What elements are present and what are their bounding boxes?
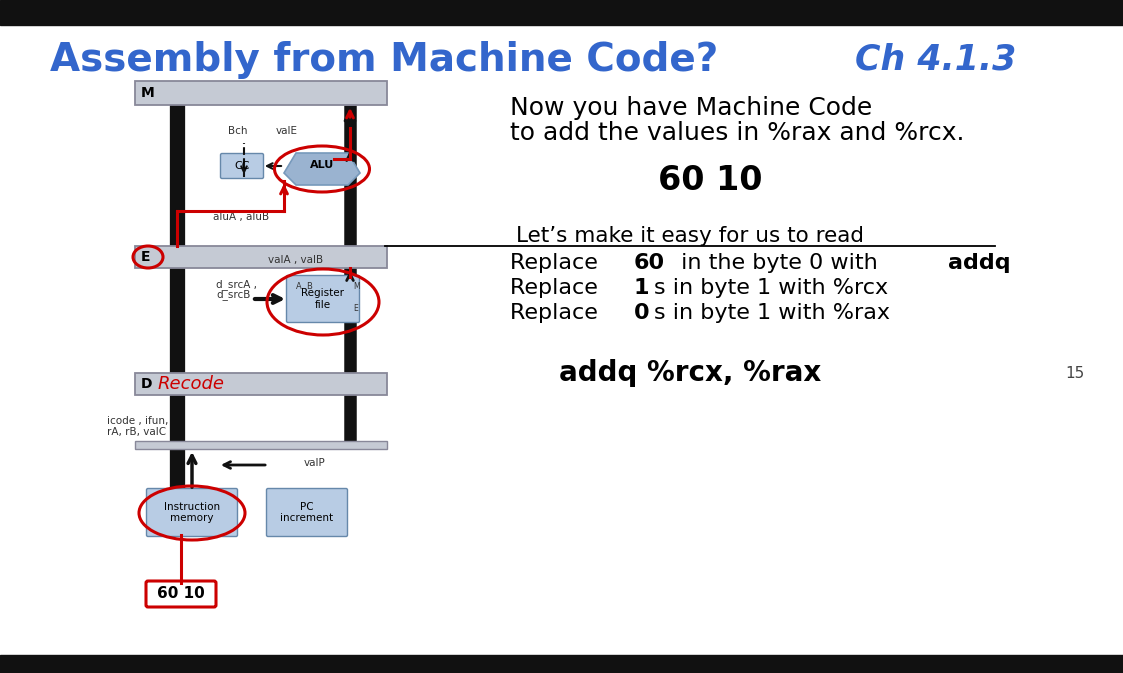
Text: Instruction
memory: Instruction memory bbox=[164, 501, 220, 524]
FancyBboxPatch shape bbox=[146, 489, 237, 536]
Text: E: E bbox=[353, 304, 358, 313]
Text: s in byte 1 with %rax: s in byte 1 with %rax bbox=[654, 303, 889, 323]
Text: d_srcA ,: d_srcA , bbox=[216, 279, 257, 291]
Text: A: A bbox=[296, 282, 302, 291]
Text: valE: valE bbox=[276, 126, 298, 136]
Bar bbox=[0, 0, 1123, 25]
Text: Replace: Replace bbox=[510, 278, 605, 298]
Bar bbox=[135, 81, 387, 105]
Text: Bch: Bch bbox=[228, 126, 247, 136]
Text: Replace: Replace bbox=[510, 253, 605, 273]
Bar bbox=[0, 655, 1123, 673]
Text: Register
file: Register file bbox=[301, 288, 345, 310]
Text: aluA , aluB: aluA , aluB bbox=[213, 212, 270, 222]
Text: D: D bbox=[141, 377, 153, 391]
Text: E: E bbox=[141, 250, 150, 264]
Text: Now you have Machine Code: Now you have Machine Code bbox=[510, 96, 873, 120]
Text: 0: 0 bbox=[633, 303, 649, 323]
Text: Recode: Recode bbox=[158, 375, 225, 393]
Text: s in byte 1 with %rcx: s in byte 1 with %rcx bbox=[654, 278, 887, 298]
Bar bbox=[135, 441, 387, 449]
Text: valA , valB: valA , valB bbox=[268, 255, 323, 265]
Text: M: M bbox=[141, 86, 155, 100]
Text: 15: 15 bbox=[1065, 365, 1084, 380]
Polygon shape bbox=[284, 153, 360, 185]
Text: CC: CC bbox=[235, 161, 249, 171]
FancyBboxPatch shape bbox=[146, 581, 216, 607]
Text: addq %rcx, %rax: addq %rcx, %rax bbox=[559, 359, 821, 387]
Text: valP: valP bbox=[304, 458, 326, 468]
Text: M: M bbox=[353, 282, 359, 291]
Text: B: B bbox=[305, 282, 312, 291]
Bar bbox=[135, 373, 387, 395]
FancyBboxPatch shape bbox=[220, 153, 264, 178]
Text: Replace: Replace bbox=[510, 303, 605, 323]
Text: 60 10: 60 10 bbox=[658, 164, 763, 197]
Text: addq: addq bbox=[948, 253, 1011, 273]
Bar bbox=[135, 246, 387, 268]
FancyBboxPatch shape bbox=[286, 275, 359, 322]
Text: ALU: ALU bbox=[310, 160, 335, 170]
Text: to add the values in %rax and %rcx.: to add the values in %rax and %rcx. bbox=[510, 121, 965, 145]
Text: in the byte 0 with: in the byte 0 with bbox=[674, 253, 885, 273]
Text: d_srcB: d_srcB bbox=[216, 289, 250, 300]
Text: 60: 60 bbox=[633, 253, 665, 273]
FancyBboxPatch shape bbox=[266, 489, 347, 536]
Text: Let’s make it easy for us to read: Let’s make it easy for us to read bbox=[515, 226, 864, 246]
Text: Assembly from Machine Code?: Assembly from Machine Code? bbox=[51, 41, 719, 79]
Text: 60 10: 60 10 bbox=[157, 586, 204, 602]
Text: 1: 1 bbox=[633, 278, 649, 298]
Text: icode , ifun,: icode , ifun, bbox=[107, 416, 168, 426]
Text: Ch 4.1.3: Ch 4.1.3 bbox=[855, 43, 1016, 77]
Text: rA, rB, valC: rA, rB, valC bbox=[107, 427, 166, 437]
Text: PC
increment: PC increment bbox=[281, 501, 334, 524]
